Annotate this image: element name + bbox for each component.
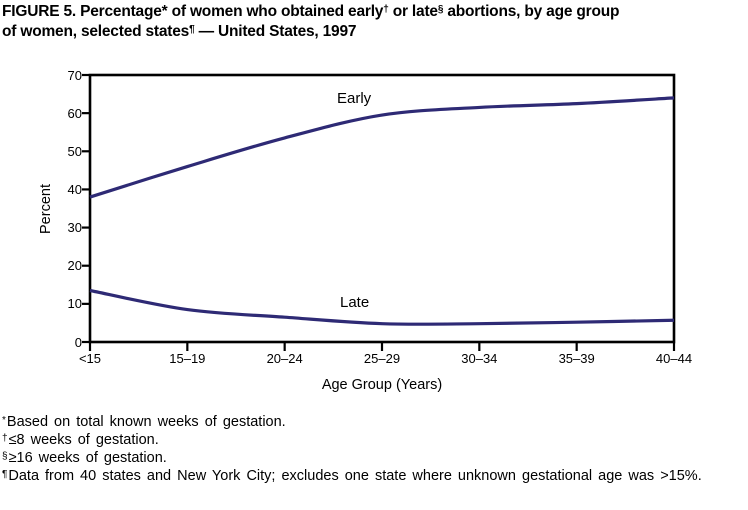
footnote-item: ¶Data from 40 states and New York City; …: [2, 467, 702, 485]
series-label-early: Early: [337, 90, 372, 107]
x-axis-tick-label: <15: [78, 351, 102, 366]
y-axis-tick-label: 60: [67, 105, 82, 121]
y-axis-tick-label: 70: [67, 67, 82, 83]
y-axis-tick-label: 30: [67, 220, 82, 236]
late-line: [89, 288, 675, 326]
title-line1: FIGURE 5. Percentage* of women who obtai…: [2, 3, 620, 20]
footnote-text: ≤8 weeks of gestation.: [8, 432, 159, 448]
footnote-text: ≥16 weeks of gestation.: [8, 450, 167, 466]
dagger-superscript: †: [383, 4, 389, 15]
footnote-item: *Based on total known weeks of gestation…: [2, 413, 744, 431]
footnote-text: Based on total known weeks of gestation.: [6, 414, 286, 430]
footnote-marker: ¶: [2, 469, 8, 480]
series-label-late: Late: [340, 294, 370, 311]
early-line: [89, 96, 675, 199]
y-axis-tick-label: 10: [67, 296, 82, 312]
footnote-item: †≤8 weeks of gestation.: [2, 431, 744, 449]
footnote-item: §≥16 weeks of gestation.: [2, 449, 744, 467]
pilcrow-superscript: ¶: [189, 23, 195, 35]
x-axis-tick-label: 35–39: [558, 351, 595, 366]
section-superscript: §: [437, 4, 444, 15]
footnote-marker: †: [2, 433, 8, 444]
y-axis-tick-label: 0: [74, 334, 82, 350]
x-axis-tick-label: 15–19: [169, 351, 206, 366]
y-axis-tick-label: 20: [67, 258, 82, 274]
footnote-text: Data from 40 states and New York City; e…: [8, 468, 702, 484]
y-axis-tick-label: 50: [67, 143, 82, 159]
footnote-marker: *: [2, 415, 6, 426]
footnote-marker: §: [2, 451, 8, 462]
footnotes: *Based on total known weeks of gestation…: [2, 413, 744, 485]
y-axis-tick-label: 40: [67, 181, 82, 197]
title-line2: of women, selected states¶ — United Stat…: [2, 22, 357, 40]
x-axis-tick-label: 20–24: [266, 351, 303, 366]
x-axis-tick-label: 30–34: [461, 351, 498, 366]
x-axis-tick-label: 25–29: [363, 351, 401, 366]
figure-title: FIGURE 5. Percentage* of women who obtai…: [2, 2, 748, 41]
x-axis-tick-label: 40–44: [655, 351, 693, 366]
x-axis-title: Age Group (Years): [321, 377, 443, 393]
plot-frame: [88, 73, 676, 344]
